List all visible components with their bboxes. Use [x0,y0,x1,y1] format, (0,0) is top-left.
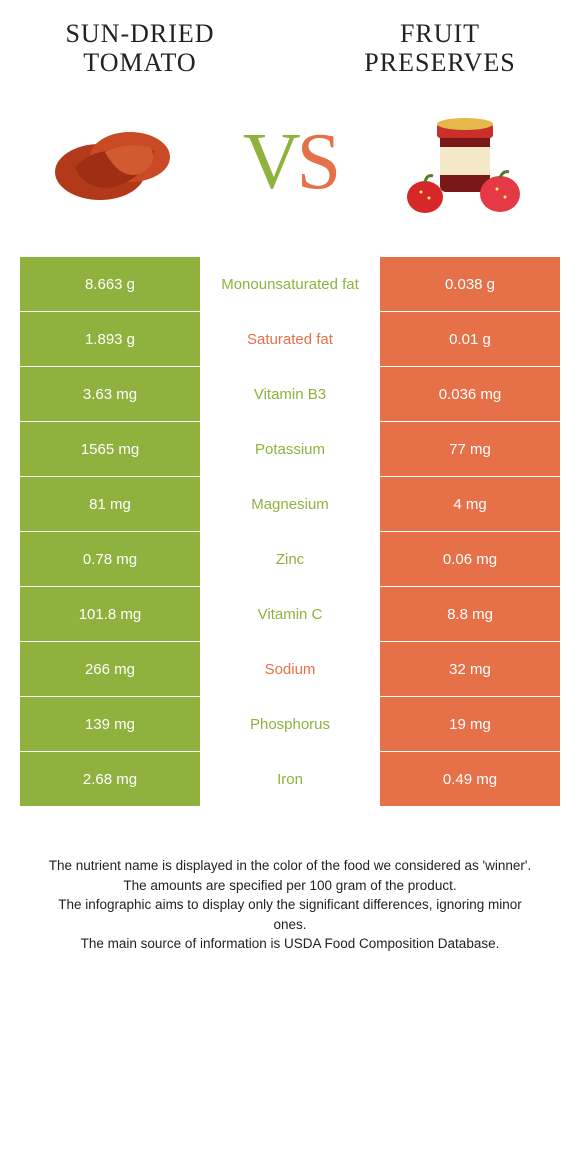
value-right: 32 mg [380,642,560,696]
value-left: 3.63 mg [20,367,200,421]
value-left: 0.78 mg [20,532,200,586]
value-left: 139 mg [20,697,200,751]
value-right: 0.036 mg [380,367,560,421]
nutrient-table: 8.663 gMonounsaturated fat0.038 g1.893 g… [20,257,560,806]
nutrient-label: Monounsaturated fat [200,257,380,311]
fruit-preserves-icon [385,102,535,222]
footer-notes: The nutrient name is displayed in the co… [40,856,540,954]
value-left: 1565 mg [20,422,200,476]
value-right: 8.8 mg [380,587,560,641]
value-left: 8.663 g [20,257,200,311]
vs-v: V [243,117,297,208]
footer-line: The main source of information is USDA F… [40,934,540,954]
value-left: 2.68 mg [20,752,200,806]
table-row: 3.63 mgVitamin B30.036 mg [20,367,560,421]
header: Sun-dried tomato Fruit preserves [0,0,580,87]
footer-line: The infographic aims to display only the… [40,895,540,934]
value-right: 4 mg [380,477,560,531]
title-right: Fruit preserves [340,20,540,77]
table-row: 1.893 gSaturated fat0.01 g [20,312,560,366]
table-row: 2.68 mgIron0.49 mg [20,752,560,806]
value-left: 101.8 mg [20,587,200,641]
value-right: 19 mg [380,697,560,751]
table-row: 1565 mgPotassium77 mg [20,422,560,476]
nutrient-label: Saturated fat [200,312,380,366]
value-right: 0.038 g [380,257,560,311]
footer-line: The nutrient name is displayed in the co… [40,856,540,876]
nutrient-label: Zinc [200,532,380,586]
table-row: 101.8 mgVitamin C8.8 mg [20,587,560,641]
food-image-left [40,97,200,227]
value-right: 0.01 g [380,312,560,366]
table-row: 266 mgSodium32 mg [20,642,560,696]
value-left: 1.893 g [20,312,200,366]
nutrient-label: Vitamin C [200,587,380,641]
nutrient-label: Potassium [200,422,380,476]
value-right: 0.06 mg [380,532,560,586]
vs-s: S [297,117,338,208]
vs-label: V S [243,117,337,208]
table-row: 8.663 gMonounsaturated fat0.038 g [20,257,560,311]
table-row: 0.78 mgZinc0.06 mg [20,532,560,586]
nutrient-label: Vitamin B3 [200,367,380,421]
nutrient-label: Magnesium [200,477,380,531]
sun-dried-tomato-icon [45,102,195,222]
vs-row: V S [0,87,580,257]
table-row: 81 mgMagnesium4 mg [20,477,560,531]
nutrient-label: Iron [200,752,380,806]
value-right: 77 mg [380,422,560,476]
food-image-right [380,97,540,227]
value-right: 0.49 mg [380,752,560,806]
footer-line: The amounts are specified per 100 gram o… [40,876,540,896]
value-left: 81 mg [20,477,200,531]
nutrient-label: Sodium [200,642,380,696]
table-row: 139 mgPhosphorus19 mg [20,697,560,751]
nutrient-label: Phosphorus [200,697,380,751]
value-left: 266 mg [20,642,200,696]
title-left: Sun-dried tomato [40,20,240,77]
